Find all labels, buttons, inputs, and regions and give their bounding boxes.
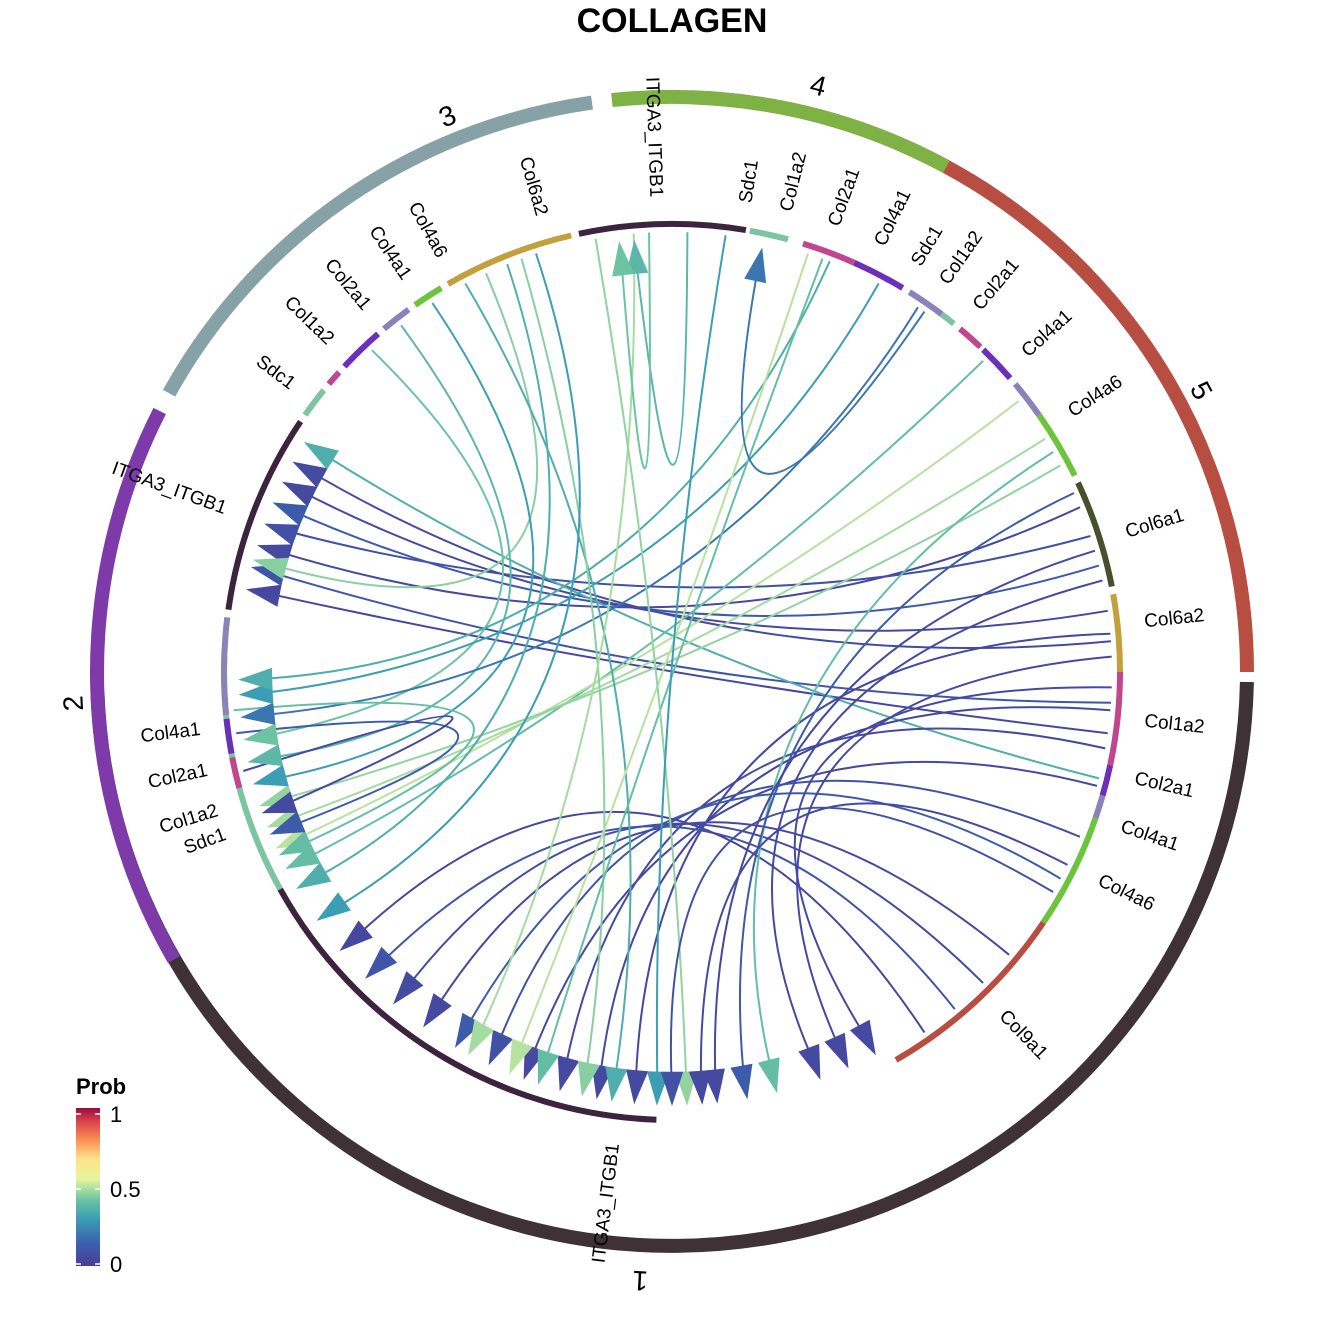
sector-label: ITGA3_ITGB1 <box>641 77 666 198</box>
sector-label: Col6a1 <box>1123 505 1187 543</box>
sector-label: Col4a1 <box>364 222 415 284</box>
sector-label: Col1a2 <box>1143 711 1205 738</box>
legend-tick-label: 1 <box>110 1102 122 1127</box>
chord-arrowhead <box>423 993 452 1027</box>
sector-arc <box>1113 594 1120 672</box>
chord-arrowhead <box>538 1049 559 1085</box>
chord-link <box>463 793 1061 1034</box>
legend-tick-label: 0.5 <box>110 1177 141 1202</box>
sector-label: Col4a6 <box>1095 870 1158 915</box>
chord-link <box>772 581 1102 1065</box>
chord-link <box>403 824 983 993</box>
sector-arc <box>983 350 1010 378</box>
sector-label: Col4a1 <box>1118 816 1182 855</box>
sector-label: Col2a1 <box>320 255 375 315</box>
sector-arc <box>305 390 324 415</box>
sector-label: Col2a1 <box>146 760 209 793</box>
sector-arc <box>1110 672 1120 765</box>
chord-arrowhead <box>758 1057 780 1093</box>
chord-link <box>797 657 1112 1054</box>
chord-arrowhead <box>744 248 766 284</box>
chord-link <box>754 452 1053 1078</box>
group-arc <box>97 682 1247 1246</box>
sector-arc <box>227 719 232 754</box>
sector-label: Col4a6 <box>404 199 452 262</box>
chart-title: COLLAGEN <box>577 2 768 40</box>
chord-arrowhead <box>264 524 300 546</box>
sector-arc <box>579 224 746 234</box>
sector-arc <box>329 372 339 384</box>
chord-arrowhead <box>393 971 424 1004</box>
group-label: 5 <box>1184 376 1219 404</box>
sector-label: Col1a2 <box>280 292 338 349</box>
group-label: 2 <box>57 695 89 712</box>
sector-label: Col6a2 <box>515 154 552 218</box>
sector-arc <box>750 231 788 240</box>
prob-legend: Prob 1 0.5 0 <box>76 1074 141 1277</box>
chord-arrowhead <box>273 502 309 526</box>
chord-arrowhead <box>605 1066 627 1101</box>
chord-arrowhead <box>240 703 275 725</box>
sector-label: Col9a1 <box>995 1006 1052 1064</box>
sector-label: Sdc1 <box>252 351 299 394</box>
chord-link <box>522 259 605 1081</box>
chord-arrowhead <box>243 724 278 746</box>
chord-link <box>740 493 1074 1084</box>
sector-arc <box>415 288 441 305</box>
group-label: 1 <box>632 1265 649 1297</box>
sector-label: Col6a2 <box>1143 605 1205 632</box>
chord-arrowhead <box>248 744 284 766</box>
sector-arc <box>448 236 571 285</box>
chord-arrowhead <box>489 1030 513 1066</box>
chord-link <box>266 571 1111 703</box>
chord-arrowhead <box>558 1055 580 1091</box>
sector-arc <box>232 758 239 789</box>
sector-arc <box>942 314 954 324</box>
chord-arrowhead <box>850 1020 876 1055</box>
legend-tick-label: 0 <box>110 1252 122 1277</box>
group-label: 4 <box>807 69 830 103</box>
sector-arc <box>224 617 227 715</box>
chord-arrowhead <box>317 892 351 921</box>
sector-label: Col2a1 <box>824 165 864 229</box>
chord-arrowhead <box>661 1072 683 1106</box>
chord-link <box>256 307 918 716</box>
chord-link <box>268 303 533 780</box>
sector-label: Col2a1 <box>969 255 1024 315</box>
chord-arrowhead <box>626 1069 648 1104</box>
sector-arc <box>1096 796 1103 818</box>
chord-link <box>495 781 1080 1051</box>
sector-label: Col1a2 <box>776 150 811 214</box>
sector-label: Sdc1 <box>735 158 763 204</box>
chord-arrowhead <box>246 585 282 607</box>
sector-label: Col4a1 <box>870 186 915 249</box>
sector-label: Col4a6 <box>1064 371 1126 421</box>
sector-arc <box>803 244 854 263</box>
sector-arc <box>960 329 980 347</box>
sector-arc <box>1015 384 1039 415</box>
chord-arrowhead <box>730 1064 752 1100</box>
chord-arrowhead <box>253 765 289 787</box>
sector-label: Sdc1 <box>907 222 947 270</box>
sector-label: Col2a1 <box>1133 768 1196 802</box>
links-layer <box>234 232 1112 1090</box>
sector-label: Col4a1 <box>139 719 201 747</box>
chord-link <box>310 264 550 881</box>
sector-arc <box>1103 765 1111 795</box>
chord-arrowhead <box>824 1033 848 1069</box>
sector-arc <box>384 310 409 329</box>
sector-arc <box>909 292 941 314</box>
legend-title: Prob <box>76 1074 126 1099</box>
group-label: 3 <box>434 99 460 134</box>
sector-label: Col4a1 <box>1018 306 1077 362</box>
chord-arrowhead <box>282 482 318 507</box>
chord-arrowhead <box>238 668 272 690</box>
legend-colorbar <box>76 1108 100 1266</box>
chord-arrowhead <box>798 1044 820 1080</box>
